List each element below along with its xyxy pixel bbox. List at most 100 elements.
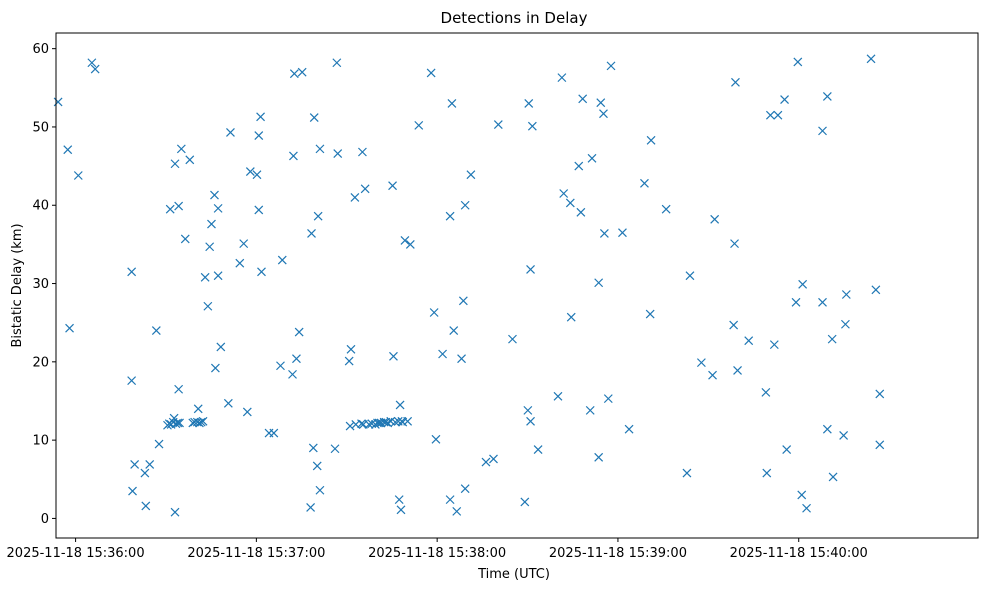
- data-point: [346, 344, 356, 354]
- data-point: [254, 205, 264, 215]
- data-point: [213, 203, 223, 213]
- data-point: [646, 135, 656, 145]
- data-point: [445, 495, 455, 505]
- data-point: [526, 265, 535, 274]
- data-point: [414, 120, 424, 130]
- x-tick-label: 2025-11-18 15:37:00: [187, 546, 325, 561]
- data-point: [798, 279, 808, 289]
- data-point: [358, 147, 367, 157]
- data-point: [307, 229, 316, 238]
- x-tick-label: 2025-11-18 15:38:00: [368, 546, 506, 561]
- data-point: [308, 443, 318, 453]
- data-point: [818, 126, 827, 136]
- data-point: [431, 434, 441, 444]
- data-point: [744, 336, 754, 346]
- data-point: [773, 110, 783, 120]
- data-point: [866, 54, 876, 64]
- data-point: [223, 398, 233, 408]
- data-point: [306, 503, 316, 512]
- data-point: [257, 267, 266, 277]
- data-point: [489, 454, 498, 464]
- data-point: [277, 255, 287, 265]
- data-point: [460, 484, 470, 494]
- data-point: [345, 421, 355, 431]
- x-tick-label: 2025-11-18 15:36:00: [7, 546, 145, 561]
- x-tick-label: 2025-11-18 15:40:00: [730, 546, 868, 561]
- data-point: [294, 327, 304, 337]
- data-point: [661, 204, 671, 214]
- y-tick-label: 30: [32, 277, 49, 292]
- data-point: [389, 351, 398, 361]
- data-point: [344, 356, 354, 366]
- data-point: [578, 94, 588, 104]
- data-point: [53, 97, 63, 107]
- data-point: [276, 361, 285, 371]
- data-point: [394, 495, 404, 505]
- data-point: [245, 167, 255, 177]
- y-axis-ticks: 0 10 20 30 40 50 60: [32, 42, 56, 527]
- data-point: [292, 354, 301, 364]
- y-tick-label: 0: [41, 512, 49, 527]
- data-point: [288, 369, 297, 379]
- data-point: [603, 394, 613, 404]
- data-point: [312, 461, 322, 471]
- data-point: [396, 505, 406, 515]
- data-point: [141, 501, 151, 511]
- data-point: [198, 416, 208, 426]
- data-point: [65, 323, 74, 333]
- data-point: [174, 201, 184, 211]
- data-point: [176, 144, 186, 154]
- data-point: [457, 354, 466, 364]
- data-point: [793, 57, 803, 67]
- data-point: [395, 400, 405, 410]
- data-point: [405, 239, 415, 249]
- y-tick-label: 10: [32, 434, 49, 449]
- data-point: [400, 236, 410, 245]
- data-point: [154, 439, 164, 449]
- data-point: [315, 485, 325, 495]
- data-point: [640, 178, 649, 188]
- data-point: [429, 308, 439, 317]
- data-point: [765, 110, 775, 120]
- data-point: [332, 58, 342, 68]
- data-point: [682, 468, 692, 478]
- data-point: [523, 405, 533, 415]
- x-tick-label: 2025-11-18 15:39:00: [549, 546, 687, 561]
- data-point: [797, 490, 807, 500]
- data-point: [553, 391, 563, 401]
- data-point: [841, 319, 850, 329]
- data-point: [730, 239, 739, 249]
- data-point: [606, 61, 616, 71]
- data-point: [242, 407, 252, 417]
- data-point: [73, 171, 83, 180]
- y-tick-label: 40: [32, 199, 49, 214]
- data-point: [235, 258, 245, 268]
- plot-area-frame: [55, 32, 979, 539]
- data-point: [875, 389, 885, 399]
- data-point: [438, 349, 448, 359]
- data-point: [447, 99, 457, 108]
- data-point: [452, 506, 462, 516]
- data-point: [128, 486, 137, 496]
- data-point: [297, 67, 307, 77]
- data-point: [533, 445, 543, 454]
- data-point: [576, 207, 586, 217]
- data-point: [594, 278, 604, 288]
- data-point: [140, 468, 150, 478]
- data-point: [226, 128, 235, 137]
- data-point: [203, 301, 213, 311]
- data-point: [151, 326, 161, 335]
- data-point: [585, 405, 595, 415]
- data-point: [460, 200, 470, 210]
- data-point: [360, 184, 370, 194]
- data-point: [782, 445, 792, 454]
- data-point: [594, 452, 604, 462]
- data-point: [839, 431, 849, 440]
- data-point: [289, 151, 298, 161]
- data-point: [574, 161, 584, 171]
- data-point: [313, 211, 323, 221]
- data-point: [350, 192, 360, 202]
- data-point: [449, 326, 459, 335]
- data-point: [193, 404, 203, 414]
- data-point: [827, 334, 837, 344]
